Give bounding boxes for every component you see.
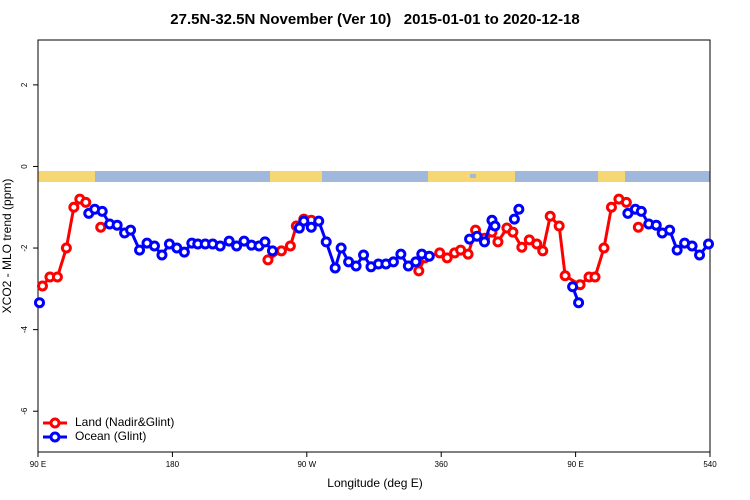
data-point bbox=[80, 196, 92, 208]
data-point bbox=[134, 244, 146, 256]
data-point bbox=[598, 242, 610, 254]
data-point bbox=[60, 242, 72, 254]
y-axis-label: XCO2 - MLO trend (ppm) bbox=[0, 179, 14, 314]
data-point bbox=[275, 245, 287, 257]
data-point bbox=[441, 252, 453, 264]
data-point bbox=[313, 215, 325, 227]
x-tick-label: 180 bbox=[166, 460, 180, 469]
x-tick-label: 90 E bbox=[567, 460, 583, 469]
data-point bbox=[516, 241, 528, 253]
x-tick-label: 360 bbox=[435, 460, 449, 469]
data-point bbox=[259, 236, 271, 248]
land-ocean-strip bbox=[38, 171, 710, 182]
data-point bbox=[305, 221, 317, 233]
data-point bbox=[703, 238, 715, 250]
data-point bbox=[125, 224, 137, 236]
y-tick-label: -4 bbox=[20, 326, 29, 334]
data-point bbox=[635, 205, 647, 217]
data-point bbox=[567, 281, 579, 293]
data-point bbox=[329, 262, 341, 274]
data-point bbox=[111, 219, 123, 231]
data-point bbox=[95, 221, 107, 233]
data-point bbox=[508, 213, 520, 225]
data-point bbox=[462, 248, 474, 260]
data-point bbox=[214, 240, 226, 252]
y-tick-label: 2 bbox=[20, 82, 29, 87]
data-point bbox=[51, 271, 63, 283]
data-point bbox=[36, 280, 48, 292]
legend-label: Land (Nadir&Glint) bbox=[75, 415, 174, 429]
data-point bbox=[178, 246, 190, 258]
data-point bbox=[664, 224, 676, 236]
data-point bbox=[632, 221, 644, 233]
x-tick-label: 90 E bbox=[30, 460, 46, 469]
data-point bbox=[434, 247, 446, 259]
data-point bbox=[231, 240, 243, 252]
data-point bbox=[479, 236, 491, 248]
data-point bbox=[589, 271, 601, 283]
y-tick-label: 0 bbox=[20, 164, 29, 169]
data-point bbox=[531, 238, 543, 250]
data-point bbox=[544, 210, 556, 222]
data-point bbox=[686, 240, 698, 252]
data-point bbox=[507, 226, 519, 238]
data-point bbox=[387, 256, 399, 268]
data-point bbox=[350, 260, 362, 272]
chart-title: 27.5N-32.5N November (Ver 10) 2015-01-01… bbox=[170, 11, 579, 28]
data-point bbox=[671, 244, 683, 256]
data-point bbox=[298, 215, 310, 227]
y-tick-label: -2 bbox=[20, 244, 29, 252]
data-point bbox=[559, 270, 571, 282]
data-point bbox=[266, 245, 278, 257]
x-tick-label: 90 W bbox=[297, 460, 316, 469]
data-point bbox=[68, 201, 80, 213]
data-point bbox=[148, 240, 160, 252]
legend: Land (Nadir&Glint) Ocean (Glint) bbox=[43, 415, 174, 443]
data-point bbox=[605, 201, 617, 213]
data-point bbox=[553, 220, 565, 232]
data-point bbox=[320, 236, 332, 248]
data-point bbox=[573, 297, 585, 309]
data-point bbox=[410, 256, 422, 268]
legend-label: Ocean (Glint) bbox=[75, 429, 146, 443]
x-axis-label: Longitude (deg E) bbox=[327, 476, 422, 490]
data-point bbox=[492, 236, 504, 248]
data-point bbox=[262, 254, 274, 266]
data-point bbox=[335, 242, 347, 254]
data-point bbox=[358, 249, 370, 261]
data-point bbox=[395, 248, 407, 260]
data-point bbox=[156, 249, 168, 261]
data-point bbox=[413, 265, 425, 277]
data-point bbox=[96, 205, 108, 217]
data-point bbox=[694, 249, 706, 261]
data-point bbox=[537, 245, 549, 257]
x-tick-label: 540 bbox=[703, 460, 717, 469]
data-point bbox=[423, 250, 435, 262]
data-point bbox=[489, 220, 501, 232]
data-point bbox=[223, 235, 235, 247]
data-point bbox=[471, 230, 483, 242]
data-point bbox=[284, 240, 296, 252]
data-point bbox=[513, 203, 525, 215]
y-tick-label: -6 bbox=[20, 407, 29, 415]
data-point bbox=[33, 297, 45, 309]
data-point bbox=[650, 219, 662, 231]
data-point bbox=[620, 196, 632, 208]
